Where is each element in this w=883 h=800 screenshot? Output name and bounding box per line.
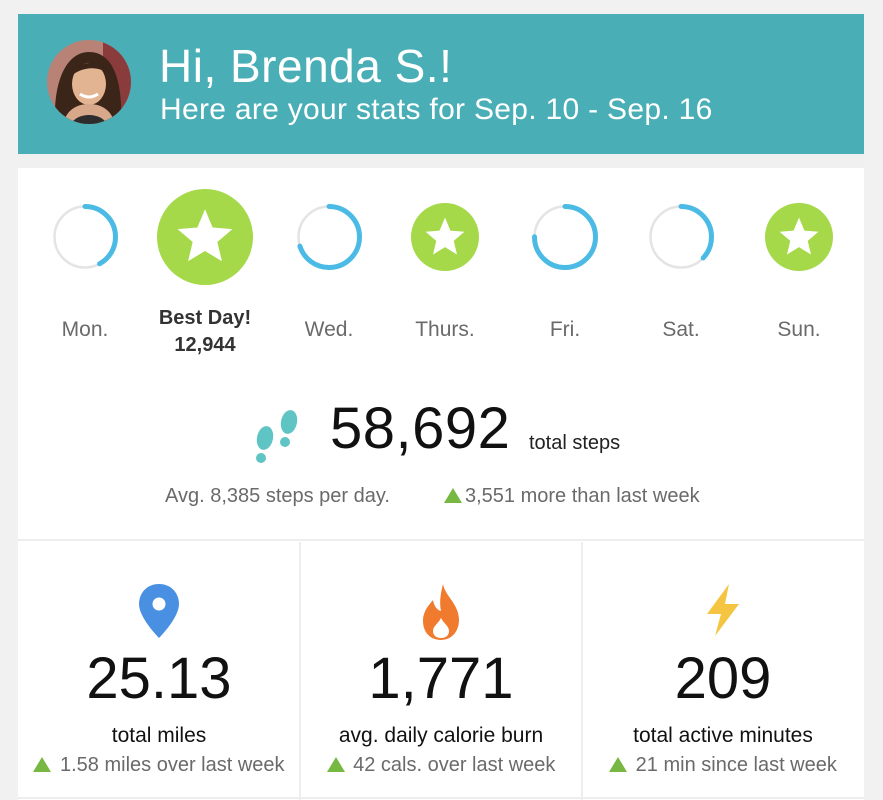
- best-day-label: Best Day! 12,944: [135, 305, 275, 359]
- footsteps-icon: [256, 410, 298, 463]
- progress-ring: [648, 204, 714, 270]
- stat-comparison-text: 21 min since last week: [635, 754, 837, 776]
- day-indicator[interactable]: [765, 203, 833, 271]
- up-arrow-icon: [444, 488, 462, 503]
- stat-comparison-text: 1.58 miles over last week: [60, 754, 285, 776]
- stat-label: total active minutes: [633, 724, 813, 747]
- progress-arc: [296, 204, 362, 270]
- best-day-title: Best Day!: [158, 307, 252, 329]
- header-banner: Hi, Brenda S.! Here are your stats for S…: [18, 14, 864, 154]
- avatar-photo: [47, 40, 131, 124]
- up-arrow-icon: [326, 757, 345, 772]
- up-arrow-icon: [33, 757, 52, 772]
- up-arrow-icon: [609, 757, 628, 772]
- progress-ring: [296, 204, 362, 270]
- section-divider: [18, 539, 864, 541]
- day-label: Sat.: [662, 318, 700, 341]
- best-day-steps: 12,944: [174, 334, 236, 356]
- day-label: Sun.: [777, 318, 821, 341]
- day-indicator[interactable]: [647, 203, 715, 271]
- header-divider: [18, 154, 864, 168]
- day-indicator[interactable]: [157, 189, 253, 285]
- day-label: Thurs.: [415, 318, 475, 341]
- goal-star-icon: [411, 203, 479, 271]
- stat-comparison: 21 min since last week: [582, 754, 864, 777]
- goal-star-icon: [765, 203, 833, 271]
- column-divider: [581, 542, 583, 800]
- stat-comparison-text: 42 cals. over last week: [353, 754, 556, 776]
- stat-tile-miles: 25.13 total miles 1.58 miles over last w…: [18, 542, 300, 800]
- stat-tile-active-minutes: 209 total active minutes 21 min since la…: [582, 542, 864, 800]
- day-indicator[interactable]: [531, 203, 599, 271]
- stat-value: 25.13: [86, 646, 232, 711]
- greeting-title: Hi, Brenda S.!: [159, 40, 453, 92]
- stat-comparison: 1.58 miles over last week: [18, 754, 300, 777]
- weekly-stats-card: Hi, Brenda S.! Here are your stats for S…: [18, 14, 864, 800]
- stat-value: 209: [674, 646, 772, 711]
- day-label: Mon.: [61, 318, 109, 341]
- stat-tile-calories: 1,771 avg. daily calorie burn 42 cals. o…: [300, 542, 582, 800]
- day-indicator[interactable]: [411, 203, 479, 271]
- progress-arc: [532, 204, 598, 270]
- lightning-icon: [707, 584, 739, 636]
- progress-ring: [52, 204, 118, 270]
- bottom-divider: [18, 797, 864, 799]
- progress-arc: [52, 204, 118, 270]
- average-steps-text: Avg. 8,385 steps per day.: [165, 485, 390, 507]
- stat-label: total miles: [111, 724, 207, 747]
- date-range-subtitle: Here are your stats for Sep. 10 - Sep. 1…: [160, 93, 713, 126]
- steps-comparison: 3,551 more than last week: [444, 485, 700, 508]
- steps-comparison-text: 3,551 more than last week: [465, 485, 700, 507]
- total-steps-label: total steps: [529, 432, 621, 454]
- steps-summary: 58,692 total steps: [18, 396, 864, 474]
- day-indicator[interactable]: [295, 203, 363, 271]
- avatar: [47, 40, 131, 124]
- progress-ring: [532, 204, 598, 270]
- day-label: Fri.: [549, 318, 581, 341]
- total-steps-value: 58,692: [330, 396, 511, 461]
- flame-icon: [423, 584, 459, 640]
- stat-value: 1,771: [368, 646, 514, 711]
- map-pin-icon: [139, 584, 179, 638]
- goal-star-icon: [157, 189, 253, 285]
- stat-label: avg. daily calorie burn: [338, 724, 544, 747]
- day-label: Wed.: [304, 318, 354, 341]
- day-indicator[interactable]: [51, 203, 119, 271]
- progress-arc: [648, 204, 714, 270]
- column-divider: [299, 542, 301, 800]
- stat-comparison: 42 cals. over last week: [300, 754, 582, 777]
